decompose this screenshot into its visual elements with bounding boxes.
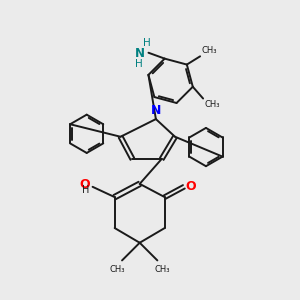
Text: H: H: [82, 185, 89, 195]
Text: H: H: [135, 59, 143, 69]
Text: N: N: [151, 104, 162, 117]
Text: CH₃: CH₃: [109, 266, 125, 274]
Text: CH₃: CH₃: [154, 266, 170, 274]
Text: CH₃: CH₃: [204, 100, 220, 109]
Text: O: O: [185, 180, 196, 193]
Text: CH₃: CH₃: [201, 46, 217, 55]
Text: H: H: [143, 38, 151, 48]
Text: O: O: [79, 178, 90, 191]
Text: N: N: [135, 47, 145, 60]
